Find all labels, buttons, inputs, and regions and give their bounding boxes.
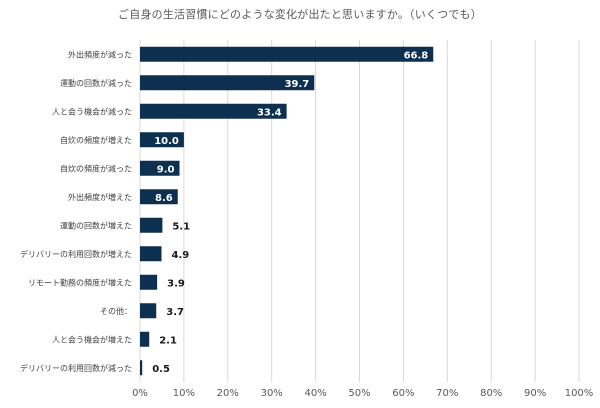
gridlines <box>139 40 580 382</box>
category-label: 運動の回数が増えた <box>60 220 132 230</box>
value-label: 3.9 <box>167 278 185 289</box>
x-tick-label: 60% <box>392 388 414 399</box>
value-label: 4.9 <box>172 250 190 261</box>
value-label: 8.6 <box>155 193 173 204</box>
x-tick-label: 0% <box>132 388 148 399</box>
category-label: デリバリーの利用回数が減った <box>20 363 132 373</box>
category-label: 自炊の頻度が増えた <box>60 135 132 145</box>
category-label: リモート勤務の頻度が増えた <box>28 277 132 287</box>
chart-title: ご自身の生活習慣にどのような変化が出たと思いますか。（いくつでも） <box>118 8 482 21</box>
x-tick-label: 40% <box>304 388 326 399</box>
value-label: 10.0 <box>154 136 179 147</box>
category-label: 外出頻度が増えた <box>68 192 132 202</box>
x-tick-label: 100% <box>565 388 594 399</box>
bar <box>140 189 178 205</box>
bar <box>140 46 434 62</box>
value-label: 9.0 <box>157 164 175 175</box>
bar <box>140 103 287 119</box>
bar <box>140 132 184 148</box>
bars <box>140 46 434 376</box>
category-label: 運動の回数が減った <box>60 78 132 88</box>
category-label: 外出頻度が減った <box>68 49 132 59</box>
x-axis-ticks: 0% 10% 20% 30% 40% 50% 60% 70% 80% 90% 100% <box>132 388 593 399</box>
category-label: 人と会う機会が減った <box>52 106 132 116</box>
value-label: 3.7 <box>166 307 184 318</box>
category-labels: 外出頻度が減った運動の回数が減った人と会う機会が減った自炊の頻度が増えた自炊の頻… <box>20 49 132 373</box>
category-label: 自炊の頻度が減った <box>60 163 132 173</box>
value-label: 39.7 <box>285 79 310 90</box>
x-tick-label: 70% <box>436 388 458 399</box>
category-label: 人と会う機会が増えた <box>52 334 132 344</box>
bar <box>140 360 143 376</box>
x-tick-label: 10% <box>173 388 195 399</box>
category-label: その他： <box>100 306 132 316</box>
x-tick-label: 20% <box>217 388 239 399</box>
x-tick-label: 90% <box>524 388 546 399</box>
bar <box>140 217 163 233</box>
x-tick-label: 30% <box>261 388 283 399</box>
bar <box>140 160 180 176</box>
value-label: 5.1 <box>172 221 190 232</box>
value-labels: 66.8 39.7 33.4 10.0 9.0 8.6 5.1 4.9 3.9 3.7 2.1 0.5 <box>152 50 428 375</box>
bar <box>140 303 157 319</box>
category-label: デリバリーの利用回数が増えた <box>20 249 132 259</box>
bar <box>140 274 158 290</box>
value-label: 33.4 <box>257 107 282 118</box>
x-tick-label: 50% <box>348 388 370 399</box>
bar <box>140 331 150 347</box>
bar <box>140 246 162 262</box>
value-label: 0.5 <box>152 364 170 375</box>
x-tick-label: 80% <box>480 388 502 399</box>
value-label: 2.1 <box>159 335 177 346</box>
value-label: 66.8 <box>404 50 429 61</box>
bar <box>140 75 315 91</box>
